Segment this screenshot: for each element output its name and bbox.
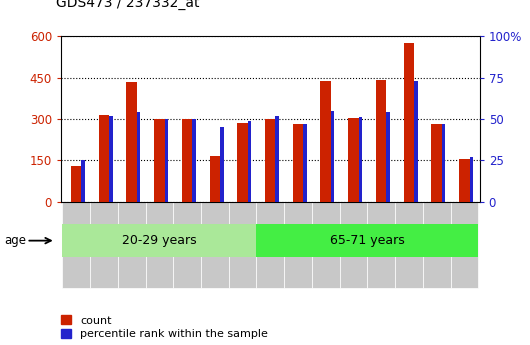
Bar xyxy=(126,82,137,202)
Bar xyxy=(154,119,165,202)
Bar xyxy=(248,121,251,202)
Legend: count, percentile rank within the sample: count, percentile rank within the sample xyxy=(61,315,268,339)
Bar xyxy=(99,115,109,202)
Bar xyxy=(237,122,248,202)
Bar xyxy=(348,118,359,202)
Bar xyxy=(209,156,220,202)
Bar xyxy=(414,81,418,202)
Bar xyxy=(201,202,229,288)
Text: GDS473 / 237332_at: GDS473 / 237332_at xyxy=(56,0,199,10)
Bar xyxy=(257,202,284,288)
Bar xyxy=(229,202,257,288)
Bar xyxy=(367,202,395,288)
Bar xyxy=(293,124,303,202)
Bar xyxy=(395,202,423,288)
Bar xyxy=(220,127,224,202)
Bar xyxy=(359,117,362,202)
Bar xyxy=(182,119,192,202)
Bar xyxy=(90,202,118,288)
Bar xyxy=(146,202,173,288)
Bar xyxy=(423,202,450,288)
Bar xyxy=(386,112,390,202)
Bar xyxy=(118,202,146,288)
Bar xyxy=(192,119,196,202)
Bar xyxy=(276,116,279,202)
Bar xyxy=(459,159,470,202)
Bar xyxy=(470,157,473,202)
Bar xyxy=(450,202,478,288)
Bar xyxy=(404,43,414,202)
Bar xyxy=(321,81,331,202)
Bar xyxy=(431,124,442,202)
Bar xyxy=(71,166,82,202)
Text: age: age xyxy=(4,234,26,247)
Bar xyxy=(109,116,113,202)
Bar xyxy=(164,119,168,202)
Bar xyxy=(331,111,334,202)
Bar xyxy=(442,124,445,202)
Bar xyxy=(63,224,257,257)
Bar xyxy=(63,202,90,288)
Text: 20-29 years: 20-29 years xyxy=(122,234,197,247)
Bar xyxy=(137,112,140,202)
Bar xyxy=(303,124,307,202)
Bar xyxy=(173,202,201,288)
Bar xyxy=(257,224,478,257)
Bar xyxy=(376,80,386,202)
Bar xyxy=(284,202,312,288)
Text: 65-71 years: 65-71 years xyxy=(330,234,405,247)
Bar xyxy=(312,202,340,288)
Bar xyxy=(81,160,85,202)
Bar xyxy=(340,202,367,288)
Bar xyxy=(265,119,276,202)
